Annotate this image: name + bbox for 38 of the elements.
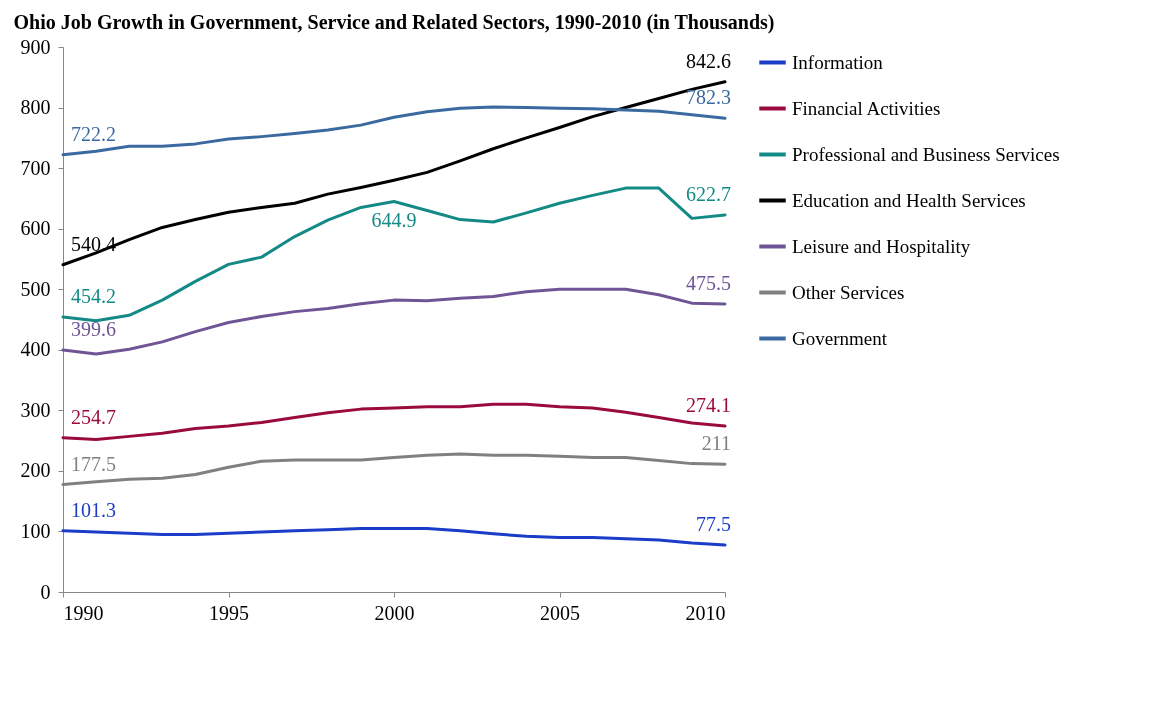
data-label: 782.3	[686, 86, 731, 109]
data-label: 454.2	[71, 284, 116, 307]
y-tick-label: 300	[20, 398, 51, 421]
line-series	[61, 105, 727, 157]
x-tick-label: 1990	[63, 601, 104, 624]
y-tick-label: 500	[20, 277, 51, 300]
y-tick-label: 900	[20, 35, 51, 58]
x-tick-label: 2010	[685, 601, 726, 624]
data-label: 842.6	[686, 49, 731, 72]
data-label: 274.1	[686, 394, 731, 417]
data-label: 211	[701, 432, 731, 455]
legend-label: Financial Activities	[792, 97, 941, 119]
legend-label: Other Services	[792, 281, 905, 303]
data-label: 644.9	[371, 209, 417, 232]
y-tick-label: 400	[20, 338, 51, 361]
y-tick-label: 0	[40, 580, 51, 603]
y-tick-label: 800	[20, 96, 51, 119]
x-tick-label: 1995	[209, 601, 249, 624]
y-tick-label: 600	[20, 217, 51, 240]
data-label: 254.7	[71, 405, 116, 428]
y-tick-label: 200	[20, 459, 51, 482]
legend-label: Leisure and Hospitality	[792, 235, 971, 257]
legend-label: Professional and Business Services	[792, 143, 1060, 165]
y-tick-label: 700	[20, 156, 51, 179]
y-tick-label: 100	[20, 519, 51, 542]
legend-label: Government	[792, 327, 888, 349]
data-label: 722.2	[71, 122, 116, 145]
chart-title: Ohio Job Growth in Government, Service and Related Sectors, 1990-2010 (in Thousands)	[13, 11, 775, 34]
data-label: 177.5	[71, 452, 116, 475]
data-label: 475.5	[686, 272, 731, 295]
data-label: 622.7	[686, 182, 731, 205]
data-label: 399.6	[71, 318, 116, 341]
legend-label: Information	[792, 51, 884, 73]
legend-label: Education and Health Services	[792, 189, 1026, 211]
x-tick-label: 2000	[374, 601, 415, 624]
data-label: 101.3	[71, 498, 116, 521]
data-label: 77.5	[696, 513, 731, 536]
x-tick-label: 2005	[540, 601, 580, 624]
